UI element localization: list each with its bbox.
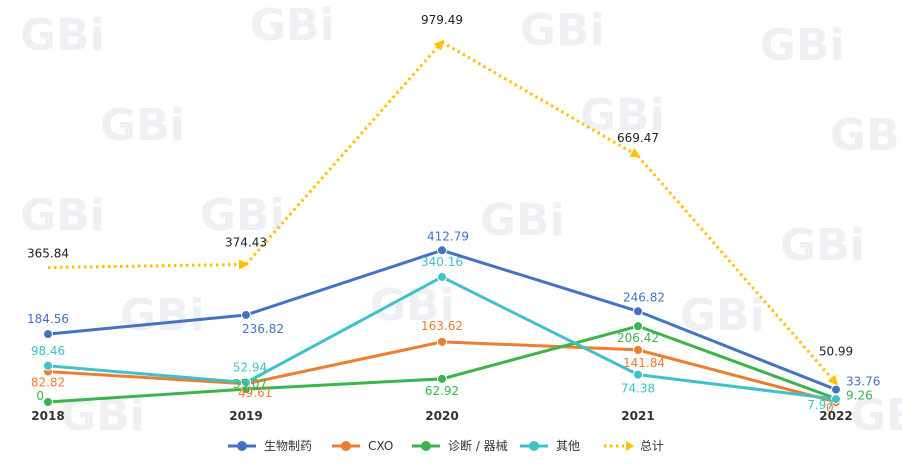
data-label: 62.92 — [425, 384, 459, 398]
data-label: 0 — [36, 389, 44, 403]
series-total-segment — [441, 40, 641, 158]
series-lines — [43, 39, 841, 407]
legend-swatch-arrow — [626, 441, 634, 451]
series-2-point-0 — [43, 397, 53, 407]
watermark-text: GBi — [830, 110, 902, 161]
series-3-point-4 — [831, 394, 841, 405]
legend-swatch-marker — [421, 441, 431, 451]
data-label: 35.07 — [233, 377, 267, 391]
watermark-layer: GBi GBi GBi GBi GBi GBi GBi GBi GBi GBi GBi GBi GBi G… — [20, 0, 902, 441]
series-3-point-1 — [241, 377, 251, 388]
legend-item-label: CXO — [368, 439, 393, 453]
data-label: 0 — [826, 401, 834, 415]
data-label: 236.82 — [242, 322, 284, 336]
series-1-point-3 — [633, 344, 643, 355]
data-label: 184.56 — [27, 312, 69, 326]
watermark-text: GBi — [520, 5, 605, 56]
x-tick-label: 2018 — [31, 409, 64, 423]
legend-item-label: 生物制药 — [264, 439, 312, 453]
data-label: 49.61 — [238, 386, 272, 400]
legend-swatch-marker — [237, 441, 247, 451]
legend-item-label: 总计 — [640, 439, 664, 453]
watermark-text: GBi — [850, 390, 902, 441]
series-3-point-3 — [633, 369, 643, 380]
watermark-text: GBi — [780, 220, 865, 271]
series-3-point-0 — [43, 360, 53, 371]
data-label: 206.42 — [617, 331, 659, 345]
watermark-text: GBi — [200, 190, 285, 241]
x-tick-label: 2019 — [229, 409, 262, 423]
x-tick-label: 2021 — [621, 409, 654, 423]
watermark-text: GBi — [370, 280, 455, 331]
data-label: 98.46 — [31, 344, 65, 358]
series-0-point-1 — [241, 309, 251, 320]
data-label: 7.97 — [807, 398, 834, 412]
watermark-text: GBi — [760, 20, 845, 71]
series-2-point-2 — [437, 373, 447, 384]
watermark-text: GBi — [250, 0, 335, 51]
watermark-text: GBi — [100, 100, 185, 151]
watermark-text: GBi — [580, 90, 665, 141]
data-label: 163.62 — [421, 319, 463, 333]
legend-swatch-marker — [341, 441, 351, 451]
data-label: 365.84 — [27, 247, 69, 261]
x-tick-label: 2022 — [819, 409, 852, 423]
legend: 生物制药 CXO 诊断 / 器械 其他 总计 — [228, 438, 664, 453]
x-axis: 2018 2019 2020 2021 2022 — [31, 409, 852, 423]
series-0-point-4 — [831, 384, 841, 395]
series-0-point-0 — [43, 329, 53, 340]
series-total-segment — [47, 259, 249, 270]
data-label: 412.79 — [427, 229, 469, 243]
legend-swatch-marker — [529, 441, 539, 451]
data-label: 9.26 — [846, 389, 873, 403]
series-0-point-2 — [437, 245, 447, 256]
watermark-text: GBi — [20, 10, 105, 61]
legend-item-label: 其他 — [556, 439, 580, 453]
legend-item-label: 诊断 / 器械 — [448, 438, 508, 453]
series-total-segment — [244, 39, 444, 266]
watermark-text: GBi — [20, 190, 105, 241]
data-label: 979.49 — [421, 13, 463, 27]
series-3-point-2 — [437, 271, 447, 282]
x-tick-label: 2020 — [425, 409, 458, 423]
series-1-point-2 — [437, 336, 447, 347]
watermark-text: GBi — [120, 290, 205, 341]
data-label: 669.47 — [617, 131, 659, 145]
series-0-point-3 — [633, 306, 643, 317]
data-label: 246.82 — [623, 290, 665, 304]
data-label: 141.84 — [623, 356, 665, 370]
data-label: 374.43 — [225, 235, 267, 249]
data-label: 52.94 — [233, 361, 267, 375]
series-2-point-3 — [633, 321, 643, 332]
data-label: 74.38 — [621, 382, 655, 396]
watermark-text: GBi — [480, 195, 565, 246]
data-label: 340.16 — [421, 255, 463, 269]
data-label: 82.82 — [31, 376, 65, 390]
series-total-segment — [636, 154, 838, 386]
data-labels: 184.56 236.82 412.79 246.82 33.76 82.82 49.61 1… — [27, 13, 880, 415]
data-label: 33.76 — [846, 375, 880, 389]
data-label: 50.99 — [819, 344, 853, 358]
